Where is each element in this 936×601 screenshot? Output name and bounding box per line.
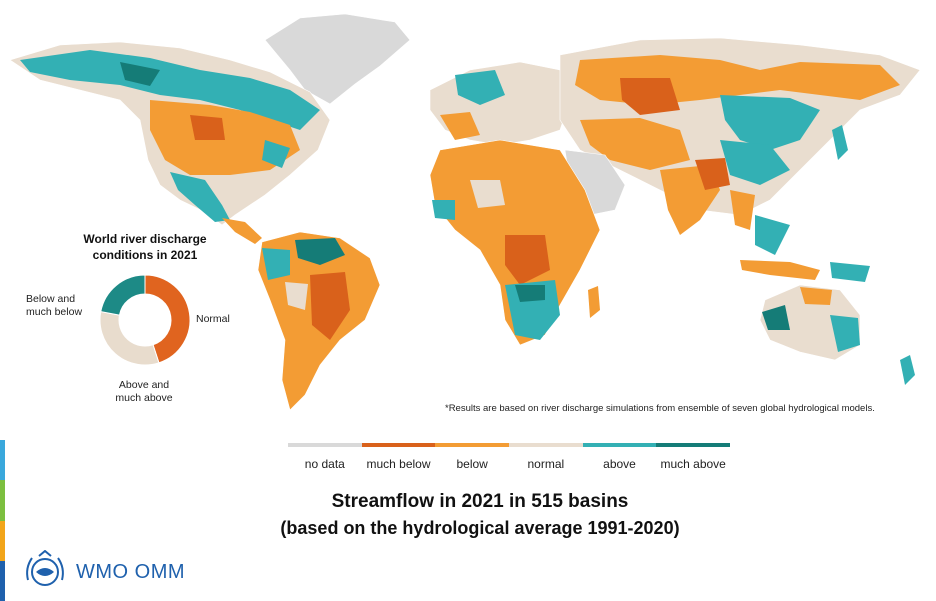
legend-label-1: much below	[366, 457, 431, 471]
sa-north-above	[262, 248, 290, 280]
australia-region	[759, 284, 861, 361]
legend-swatch-0	[288, 443, 362, 447]
donut-label-normal: Normal	[196, 313, 230, 325]
legend-swatch-1	[361, 443, 436, 447]
aus-north-below	[800, 287, 832, 305]
asia-central-below	[580, 118, 690, 170]
brand-side-stripe	[0, 440, 5, 601]
na-above-north	[20, 50, 320, 130]
stripe-segment-1	[0, 480, 5, 521]
title-line-1: Streamflow in 2021 in 515 basins	[331, 491, 629, 512]
title-line-2: (based on the hydrological average 1991-…	[280, 518, 680, 538]
asia-ganges-muchbelow	[695, 158, 730, 190]
color-legend: no data much below below normal above much ab…	[288, 443, 730, 483]
asia-china-above	[720, 140, 790, 185]
asia-siberia-muchbelow	[620, 78, 680, 115]
na-canada-muchabove	[120, 62, 160, 86]
japan-region	[832, 125, 848, 160]
central-america-region	[222, 218, 262, 244]
sa-normal	[285, 282, 308, 310]
eu-below-west	[440, 112, 480, 140]
stripe-segment-2	[0, 520, 5, 561]
world-map-graphic	[9, 13, 921, 411]
sa-amazon-muchabove	[295, 238, 345, 265]
donut-title: World river discharge conditions in 2021	[83, 232, 207, 262]
africa-central-muchbelow	[505, 235, 550, 285]
logo-text: WMO OMM	[76, 560, 186, 583]
legend-color-bar	[288, 443, 730, 447]
wmo-emblem-icon	[26, 550, 64, 586]
donut-label-above: Above and much above	[115, 379, 173, 404]
asia-se-above	[755, 215, 790, 255]
stripe-segment-0	[0, 440, 5, 481]
legend-label-4: above	[603, 457, 636, 471]
legend-label-5: much above	[660, 457, 726, 471]
legend-label-3: normal	[527, 457, 565, 471]
africa-west-above	[432, 200, 455, 220]
indonesia-region	[740, 260, 820, 280]
stripe-segment-3	[0, 560, 5, 601]
legend-label-2: below	[456, 457, 488, 471]
new-zealand-region	[900, 355, 915, 385]
africa-normal	[470, 180, 505, 208]
sa-central-muchbelow	[310, 272, 350, 340]
legend-swatch-2	[435, 443, 509, 447]
madagascar-region	[588, 286, 600, 318]
wmo-logo: WMO OMM	[22, 550, 185, 594]
asia-se-below	[730, 190, 755, 230]
africa-south-muchabove	[515, 285, 545, 302]
greenland-region	[264, 13, 411, 105]
donut-slice-1	[99, 310, 160, 366]
new-guinea-region	[830, 262, 870, 282]
eu-above-north	[455, 70, 505, 105]
map-footnote: *Results are based on river discharge si…	[445, 403, 875, 414]
na-east-above	[262, 140, 290, 168]
na-usa-below	[150, 100, 300, 175]
legend-label-0: no data	[304, 457, 345, 471]
legend-labels: no data much below below normal above much ab…	[288, 457, 730, 477]
aus-west-muchabove	[762, 305, 790, 330]
legend-swatch-4	[582, 443, 657, 447]
donut-chart	[99, 274, 191, 366]
legend-swatch-3	[508, 443, 583, 447]
na-mexico-above	[170, 172, 230, 222]
donut-slice-0	[144, 274, 191, 364]
na-usa-muchbelow	[190, 115, 225, 140]
figure-title: Streamflow in 2021 in 515 basins (based …	[200, 488, 760, 541]
donut-label-below: Below and much below	[26, 293, 83, 318]
world-map: World river discharge conditions in 2021…	[9, 13, 921, 414]
donut-slice-2	[100, 274, 146, 316]
asia-east-above	[720, 95, 820, 150]
aus-east-above	[830, 315, 860, 352]
legend-swatch-5	[656, 443, 730, 447]
